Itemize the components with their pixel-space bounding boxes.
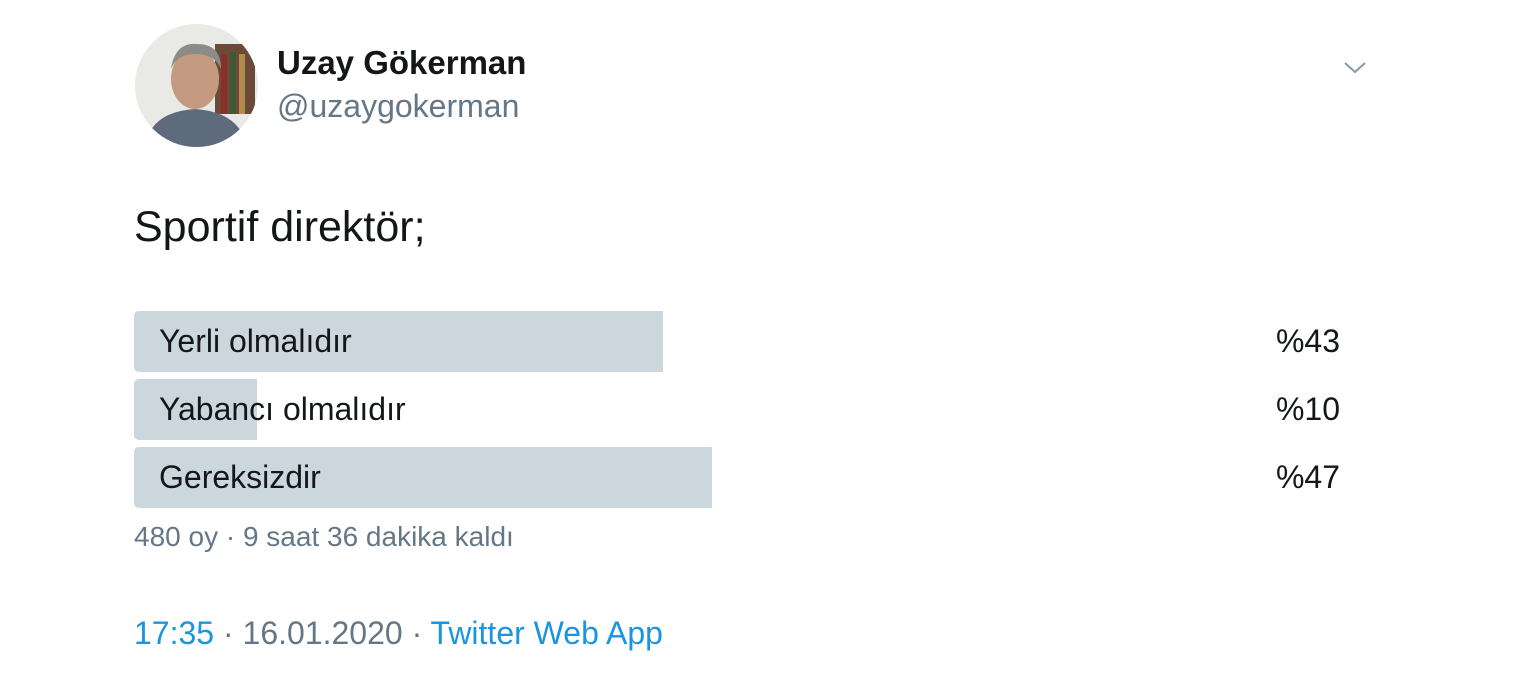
tweet-text: Sportif direktör;	[134, 203, 426, 251]
poll-meta: 480 oy · 9 saat 36 dakika kaldı	[134, 521, 514, 552]
poll-option-label: Yerli olmalıdır	[159, 323, 352, 359]
tweet-date[interactable]: 16.01.2020	[242, 615, 403, 651]
author-handle[interactable]: @uzaygokerman	[277, 88, 520, 124]
source-link[interactable]: Twitter Web App	[430, 615, 663, 651]
poll-option: Yerli olmalıdır %43	[134, 311, 1340, 372]
poll-bar	[134, 447, 713, 508]
poll-bar	[134, 311, 663, 372]
poll-option-label: Gereksizdir	[159, 459, 321, 495]
avatar[interactable]	[135, 24, 258, 147]
tweet-time[interactable]: 17:35	[134, 615, 215, 651]
separator: ·	[402, 615, 431, 651]
poll-option-percent: %47	[1275, 459, 1340, 495]
poll-option-percent: %43	[1275, 323, 1340, 359]
tweet-footer: 17:35 · 16.01.2020 · Twitter Web App	[134, 615, 663, 652]
chevron-down-icon[interactable]	[1342, 58, 1368, 78]
poll-option-percent: %10	[1275, 391, 1340, 427]
poll-option-label: Yabancı olmalıdır	[159, 391, 406, 427]
poll-option: Yabancı olmalıdır %10	[134, 379, 1340, 440]
poll-bar	[134, 379, 257, 440]
poll-option: Gereksizdir %47	[134, 447, 1340, 508]
separator: ·	[214, 615, 243, 651]
author-name[interactable]: Uzay Gökerman	[277, 44, 527, 81]
